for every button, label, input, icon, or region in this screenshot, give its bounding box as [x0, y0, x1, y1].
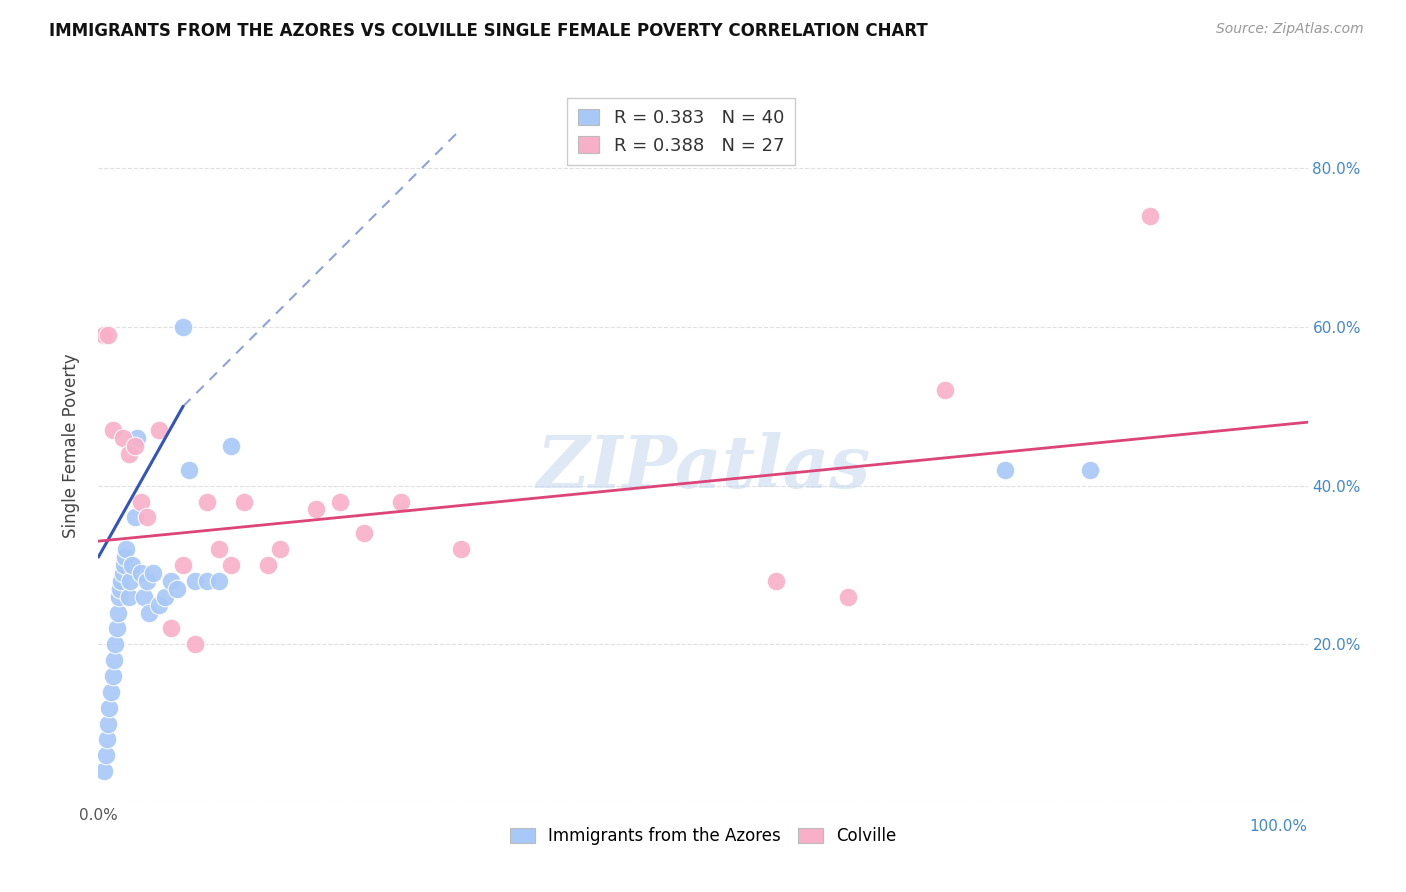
Point	[108, 582, 131, 596]
Point	[129, 494, 152, 508]
Point	[101, 669, 124, 683]
Text: Source: ZipAtlas.com: Source: ZipAtlas.com	[1216, 22, 1364, 37]
Point	[135, 510, 157, 524]
Point	[114, 549, 136, 564]
Point	[934, 384, 956, 398]
Point	[142, 566, 165, 580]
Point	[994, 463, 1017, 477]
Point	[93, 764, 115, 778]
Point	[103, 653, 125, 667]
Point	[148, 423, 170, 437]
Point	[221, 558, 243, 572]
Point	[127, 431, 149, 445]
Point	[110, 574, 132, 588]
Point	[121, 558, 143, 572]
Point	[1139, 209, 1161, 223]
Point	[269, 542, 291, 557]
Point	[112, 558, 135, 572]
Point	[105, 621, 128, 635]
Text: IMMIGRANTS FROM THE AZORES VS COLVILLE SINGLE FEMALE POVERTY CORRELATION CHART: IMMIGRANTS FROM THE AZORES VS COLVILLE S…	[49, 22, 928, 40]
Text: ZIPatlas: ZIPatlas	[536, 432, 870, 503]
Point	[172, 558, 194, 572]
Point	[837, 590, 859, 604]
Point	[118, 574, 141, 588]
Point	[184, 637, 207, 651]
Point	[148, 598, 170, 612]
Point	[135, 574, 157, 588]
Point	[111, 431, 134, 445]
Point	[765, 574, 787, 588]
Point	[124, 510, 146, 524]
Point	[221, 439, 243, 453]
Point	[124, 439, 146, 453]
Point	[94, 748, 117, 763]
Point	[104, 637, 127, 651]
Point	[329, 494, 352, 508]
Point	[96, 732, 118, 747]
Y-axis label: Single Female Poverty: Single Female Poverty	[62, 354, 80, 538]
Point	[172, 320, 194, 334]
Point	[160, 574, 183, 588]
Point	[184, 574, 207, 588]
Point	[118, 590, 141, 604]
Point	[129, 566, 152, 580]
Point	[153, 590, 176, 604]
Point	[107, 606, 129, 620]
Point	[97, 716, 120, 731]
Point	[118, 447, 141, 461]
Point	[115, 542, 138, 557]
Legend: Immigrants from the Azores, Colville: Immigrants from the Azores, Colville	[503, 821, 903, 852]
Point	[195, 494, 218, 508]
Point	[111, 566, 134, 580]
Point	[195, 574, 218, 588]
Point	[208, 574, 231, 588]
Point	[97, 328, 120, 343]
Point	[134, 590, 156, 604]
Point	[232, 494, 254, 508]
Point	[100, 685, 122, 699]
Point	[98, 700, 121, 714]
Point	[160, 621, 183, 635]
Point	[450, 542, 472, 557]
Point	[389, 494, 412, 508]
Point	[101, 423, 124, 437]
Point	[1078, 463, 1101, 477]
Point	[108, 590, 131, 604]
Point	[256, 558, 278, 572]
Point	[179, 463, 201, 477]
Text: 100.0%: 100.0%	[1250, 819, 1308, 834]
Point	[93, 328, 115, 343]
Point	[353, 526, 375, 541]
Point	[305, 502, 328, 516]
Point	[138, 606, 160, 620]
Point	[166, 582, 188, 596]
Point	[208, 542, 231, 557]
